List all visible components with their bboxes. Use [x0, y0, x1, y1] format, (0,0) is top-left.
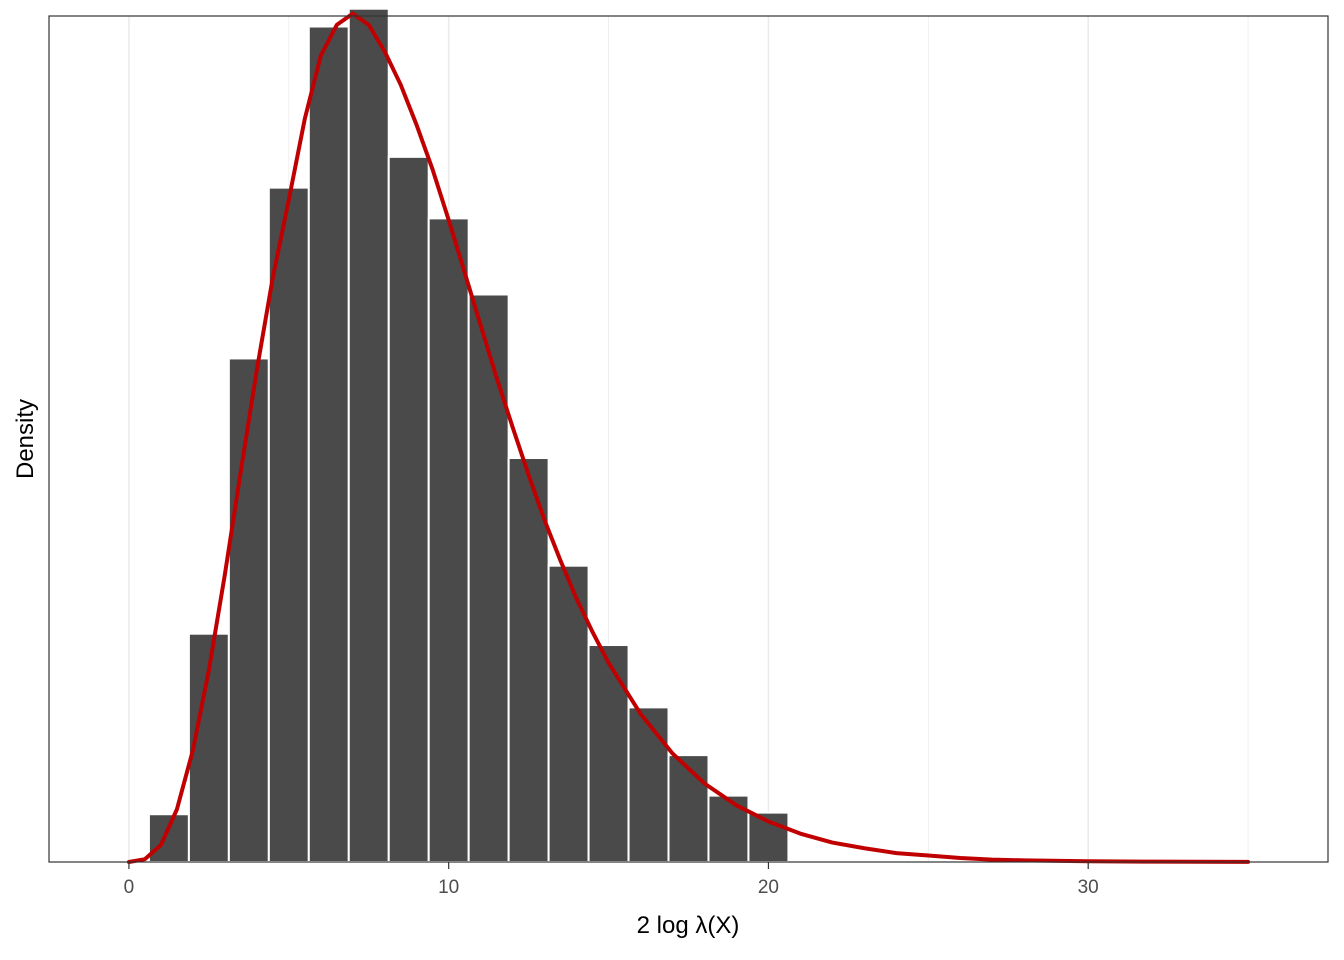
histogram-bar	[147, 813, 190, 864]
y-axis-title: Density	[12, 399, 39, 479]
histogram-bar	[547, 564, 590, 864]
histogram-bar	[387, 155, 430, 864]
x-axis-title: 2 log λ(X)	[637, 912, 740, 939]
histogram-bar	[227, 357, 270, 863]
histogram-bar	[467, 293, 510, 863]
histogram-bar	[627, 706, 670, 863]
x-tick-label: 0	[124, 877, 135, 898]
density-curve	[126, 11, 1251, 864]
histogram-bars	[147, 7, 790, 864]
x-tick-label: 30	[1078, 877, 1099, 898]
histogram-bar	[707, 794, 750, 863]
x-axis: 0 10 20 30	[124, 862, 1099, 898]
histogram-bar	[347, 7, 390, 864]
panel-border	[48, 15, 1329, 863]
x-tick-label: 20	[758, 877, 779, 898]
histogram-bar	[307, 25, 350, 863]
x-tick-label: 10	[438, 877, 459, 898]
histogram-bar	[667, 754, 710, 863]
histogram-bar	[427, 217, 470, 864]
histogram-bar	[587, 644, 630, 863]
histogram-bar	[267, 186, 310, 863]
